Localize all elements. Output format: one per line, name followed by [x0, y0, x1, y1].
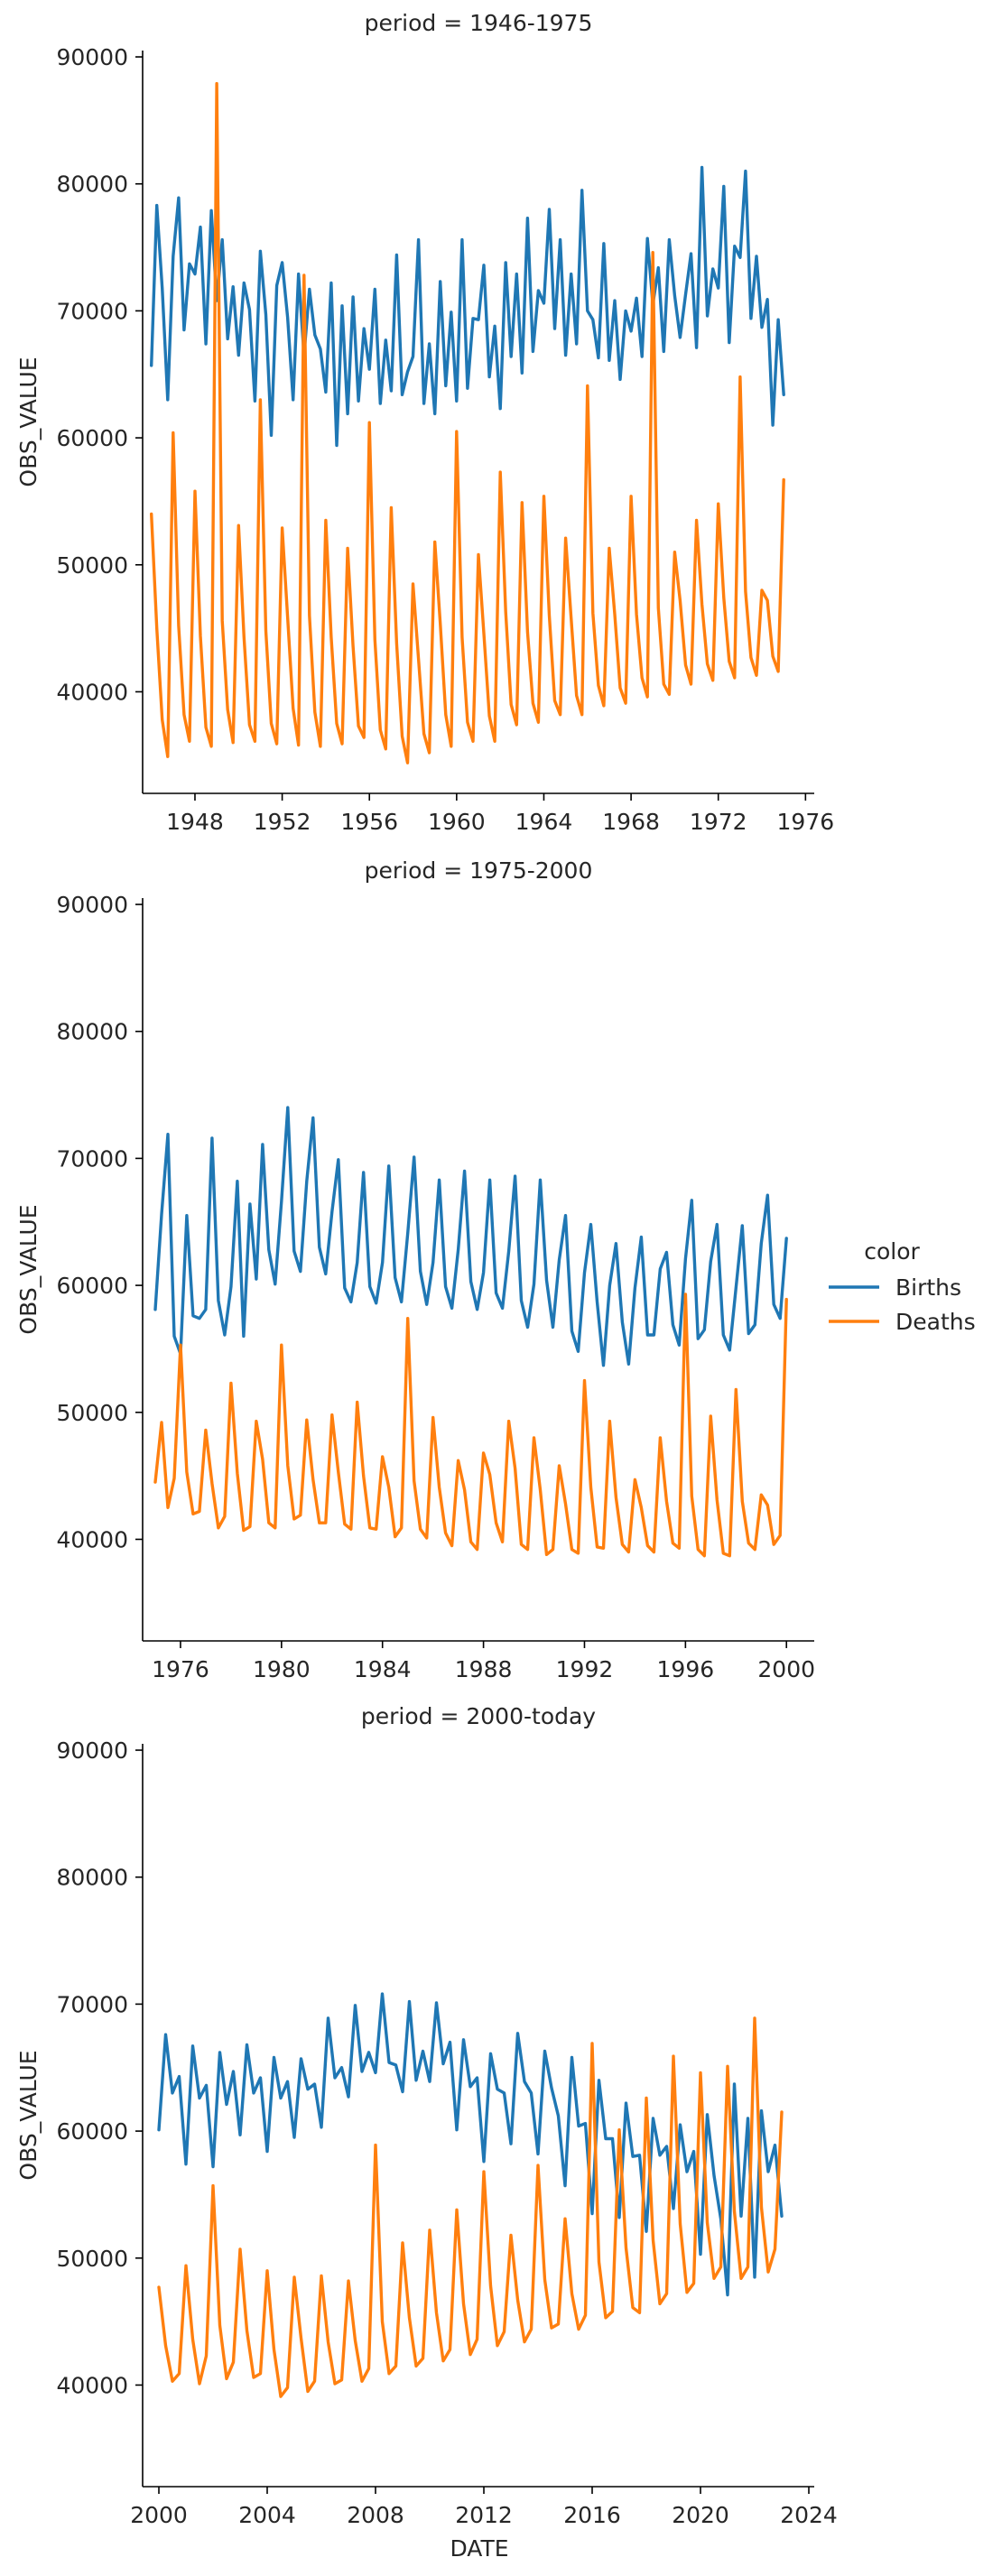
y-tick-label: 60000: [56, 1273, 128, 1299]
series-line-deaths: [153, 1293, 788, 1558]
x-tick-label: 1968: [602, 809, 660, 835]
y-tick-label: 60000: [56, 2118, 128, 2145]
panel-1: period = 1946-1975 40000 50000 60000 70000 80…: [15, 10, 834, 835]
series-line-births: [153, 1106, 788, 1367]
y-tick-label: 80000: [56, 1019, 128, 1045]
y-tick-label: 60000: [56, 425, 128, 451]
y-tick-label: 70000: [56, 298, 128, 324]
y-tick-label: 80000: [56, 171, 128, 198]
series-line-deaths: [149, 81, 785, 764]
y-tick-label: 40000: [56, 1526, 128, 1552]
series-line-deaths: [157, 2016, 784, 2398]
y-tick-label: 40000: [56, 679, 128, 705]
x-tick-label: 1980: [253, 1656, 311, 1682]
x-tick-label: 2020: [672, 2502, 729, 2528]
y-tick-label: 80000: [56, 1865, 128, 1891]
x-tick-label: 1976: [152, 1656, 209, 1682]
y-axis-label: OBS_VALUE: [15, 2050, 42, 2180]
x-tick-label: 1996: [657, 1656, 715, 1682]
x-tick-label: 2008: [347, 2502, 404, 2528]
x-tick-label: 2016: [563, 2502, 621, 2528]
series-line-births: [149, 165, 785, 448]
y-axis-label: OBS_VALUE: [15, 1204, 42, 1334]
y-axis-label: OBS_VALUE: [15, 357, 42, 486]
x-tick-label: 1948: [166, 809, 224, 835]
y-tick-label: 50000: [56, 2246, 128, 2272]
y-tick-label: 40000: [56, 2372, 128, 2398]
x-tick-label: 1956: [340, 809, 398, 835]
panel-title: period = 2000-today: [361, 1703, 596, 1729]
panel-title: period = 1975-2000: [365, 857, 593, 884]
y-tick-label: 90000: [56, 44, 128, 70]
x-tick-label: 1972: [690, 809, 747, 835]
panel-3: period = 2000-today 40000 50000 60000 70000 8…: [15, 1703, 838, 2528]
x-tick-label: 2004: [238, 2502, 296, 2528]
y-tick-label: 90000: [56, 892, 128, 918]
legend-label-births: Births: [895, 1274, 961, 1301]
y-tick-label: 50000: [56, 552, 128, 579]
y-tick-label: 90000: [56, 1737, 128, 1764]
x-tick-label: 2000: [757, 1656, 815, 1682]
x-axis-label: DATE: [450, 2535, 508, 2562]
y-tick-label: 70000: [56, 1991, 128, 2017]
x-tick-label: 2012: [455, 2502, 513, 2528]
y-tick-label: 70000: [56, 1145, 128, 1172]
x-tick-label: 1960: [428, 809, 486, 835]
legend: color Births Deaths: [829, 1238, 976, 1335]
x-tick-label: 1964: [515, 809, 573, 835]
legend-title: color: [864, 1238, 920, 1265]
x-tick-label: 1984: [354, 1656, 412, 1682]
x-tick-label: 2000: [130, 2502, 188, 2528]
panel-title: period = 1946-1975: [365, 10, 593, 36]
legend-label-deaths: Deaths: [895, 1309, 976, 1335]
series-line-births: [157, 1992, 784, 2297]
x-tick-label: 1976: [777, 809, 835, 835]
x-tick-label: 1988: [455, 1656, 513, 1682]
x-tick-label: 1992: [556, 1656, 614, 1682]
y-tick-label: 50000: [56, 1400, 128, 1426]
x-tick-label: 2024: [780, 2502, 838, 2528]
x-tick-label: 1952: [254, 809, 311, 835]
panel-2: period = 1975-2000 40000 50000 60000 70000 80…: [15, 857, 815, 1682]
